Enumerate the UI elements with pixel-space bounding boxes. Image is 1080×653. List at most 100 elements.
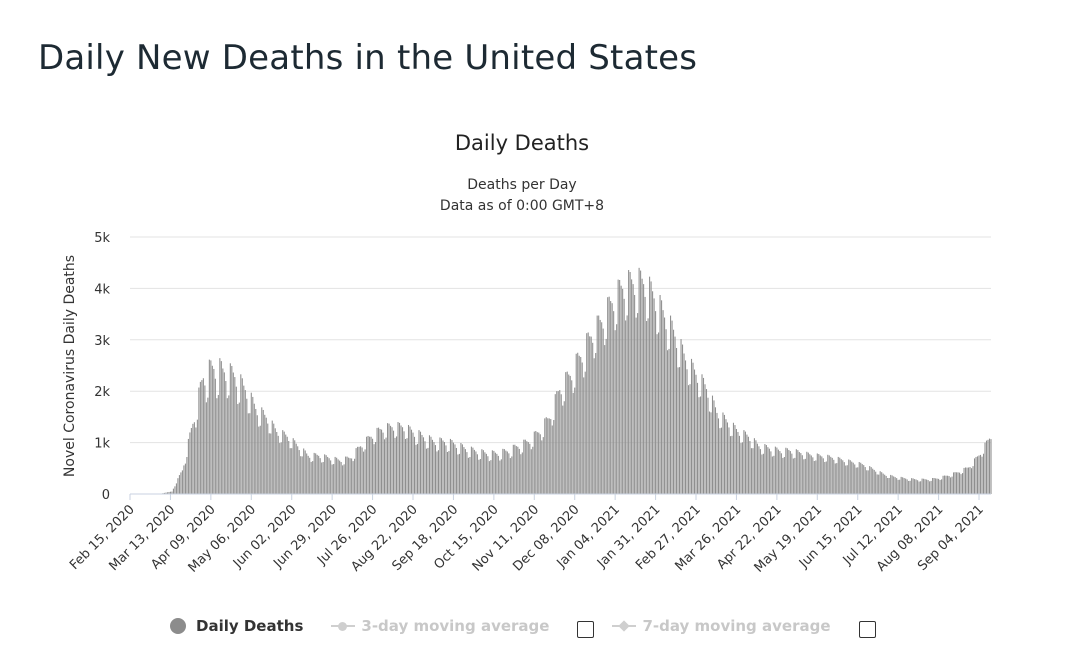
bar bbox=[401, 427, 404, 494]
bar bbox=[590, 336, 592, 494]
bar bbox=[298, 450, 300, 494]
bar bbox=[211, 365, 213, 494]
bar bbox=[882, 473, 884, 494]
bar bbox=[491, 450, 493, 494]
bar bbox=[210, 360, 212, 494]
bar bbox=[812, 457, 814, 494]
bar bbox=[960, 474, 962, 494]
bar bbox=[671, 320, 673, 494]
bar bbox=[758, 446, 760, 494]
bar bbox=[494, 452, 496, 494]
bar bbox=[300, 456, 302, 494]
bar bbox=[207, 397, 209, 494]
bar bbox=[601, 322, 603, 494]
bar bbox=[539, 434, 541, 494]
bar bbox=[954, 472, 956, 494]
7-day-average-checkbox[interactable] bbox=[858, 620, 876, 638]
bar bbox=[680, 339, 682, 494]
bar bbox=[771, 456, 773, 494]
bar bbox=[875, 471, 877, 494]
bar bbox=[695, 374, 697, 494]
bar bbox=[536, 432, 538, 494]
bar bbox=[927, 480, 929, 494]
3-day-average-checkbox[interactable] bbox=[577, 620, 595, 638]
bar bbox=[232, 372, 234, 494]
bar bbox=[436, 451, 438, 494]
bar bbox=[581, 362, 583, 494]
bar bbox=[346, 456, 348, 494]
bar bbox=[866, 470, 868, 494]
bar bbox=[454, 444, 456, 494]
bar bbox=[803, 459, 805, 494]
bar bbox=[364, 449, 366, 494]
bar bbox=[316, 454, 318, 494]
bar bbox=[223, 372, 225, 494]
bar bbox=[304, 450, 306, 494]
bar bbox=[367, 435, 369, 494]
bar bbox=[822, 458, 824, 494]
bar bbox=[982, 453, 985, 494]
bar bbox=[307, 455, 309, 494]
bar bbox=[196, 419, 198, 494]
bar bbox=[349, 458, 351, 494]
bar bbox=[795, 449, 797, 494]
bar-series bbox=[151, 267, 992, 495]
bar bbox=[851, 461, 853, 494]
bar bbox=[944, 475, 946, 494]
bar bbox=[361, 447, 363, 494]
bar bbox=[794, 457, 796, 494]
legend-item-7-day-average[interactable]: 7-day moving average bbox=[612, 617, 831, 635]
bar bbox=[249, 413, 251, 494]
bar bbox=[842, 460, 844, 494]
bar bbox=[676, 347, 678, 494]
bar bbox=[271, 420, 273, 494]
bar bbox=[723, 414, 726, 494]
bar bbox=[403, 431, 405, 494]
bar bbox=[523, 439, 525, 494]
bar bbox=[914, 479, 916, 494]
bar bbox=[932, 477, 934, 494]
bar bbox=[658, 332, 660, 494]
bar bbox=[990, 439, 992, 494]
bar bbox=[497, 455, 499, 494]
bar bbox=[169, 491, 171, 494]
bar bbox=[476, 454, 478, 494]
bar bbox=[398, 422, 401, 494]
bar bbox=[687, 385, 690, 494]
bar bbox=[768, 448, 770, 494]
bar bbox=[661, 300, 663, 494]
bar bbox=[608, 296, 610, 494]
bar bbox=[515, 446, 517, 494]
bar bbox=[413, 436, 416, 494]
bar bbox=[863, 465, 865, 494]
bar bbox=[421, 434, 423, 494]
bar bbox=[434, 445, 437, 494]
bar bbox=[716, 412, 718, 494]
bar bbox=[897, 479, 899, 494]
bar bbox=[262, 409, 264, 494]
bar bbox=[180, 472, 182, 494]
bar bbox=[804, 458, 806, 494]
bar bbox=[634, 294, 636, 494]
bar bbox=[575, 353, 577, 494]
bar bbox=[328, 458, 330, 494]
bar bbox=[315, 453, 317, 494]
bar bbox=[247, 413, 249, 494]
bar bbox=[979, 454, 982, 494]
bar bbox=[926, 479, 928, 494]
bar bbox=[214, 378, 216, 494]
bar bbox=[500, 459, 502, 494]
bar bbox=[460, 442, 462, 494]
legend-item-3-day-average[interactable]: 3-day moving average bbox=[331, 617, 549, 635]
bar bbox=[837, 456, 839, 494]
bar bbox=[765, 445, 767, 494]
bar bbox=[553, 420, 555, 494]
legend-item-daily-deaths[interactable]: Daily Deaths bbox=[170, 617, 303, 635]
bar bbox=[701, 374, 703, 494]
bar bbox=[623, 298, 625, 494]
bar bbox=[333, 464, 335, 494]
bar bbox=[533, 431, 535, 494]
bar bbox=[274, 428, 276, 494]
bar bbox=[620, 285, 622, 494]
